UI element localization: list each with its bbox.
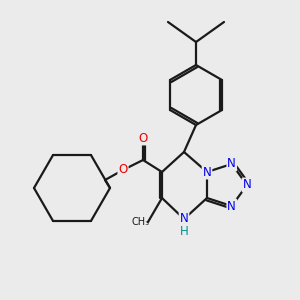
Text: O: O [138, 131, 148, 145]
Text: N: N [243, 178, 251, 191]
Text: N: N [227, 200, 236, 212]
Text: H: H [180, 225, 188, 238]
Text: N: N [180, 212, 188, 226]
Text: CH₃: CH₃ [131, 217, 150, 227]
Text: O: O [118, 164, 127, 176]
Text: N: N [202, 166, 211, 178]
Text: N: N [227, 158, 236, 170]
